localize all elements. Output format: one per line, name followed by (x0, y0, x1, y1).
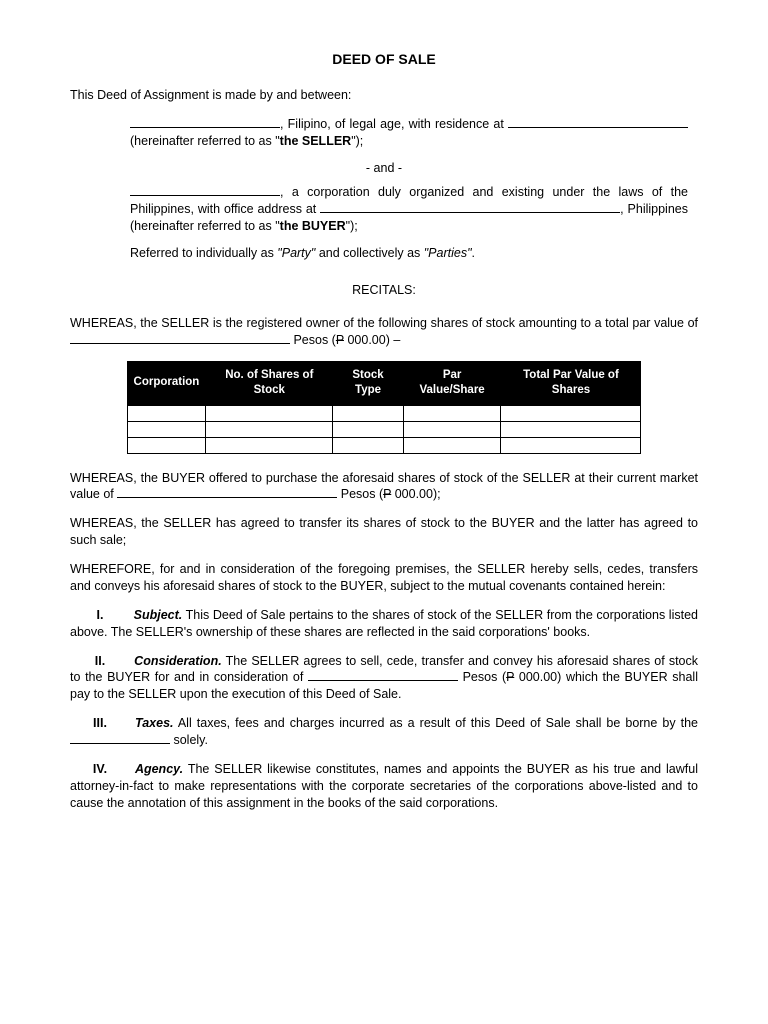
clause4-num: IV. (70, 761, 130, 778)
clause2-b: Pesos ( (458, 670, 506, 684)
whereas-1: WHEREAS, the SELLER is the registered ow… (70, 315, 698, 349)
th-stocktype: Stock Type (333, 361, 403, 405)
table-row (127, 405, 641, 421)
table-row (127, 421, 641, 437)
whereas-2: WHEREAS, the BUYER offered to purchase t… (70, 470, 698, 504)
clause3-a: All taxes, fees and charges incurred as … (174, 716, 699, 730)
referred-line: Referred to individually as "Party" and … (130, 245, 698, 262)
table-body (127, 405, 641, 453)
clause-subject: I. Subject. This Deed of Sale pertains t… (70, 607, 698, 641)
seller-name-blank (130, 127, 280, 128)
parties-italic: "Parties" (424, 246, 472, 260)
clause-agency: IV. Agency. The SELLER likewise constitu… (70, 761, 698, 812)
whereas1-amt: P 000.00 (336, 333, 386, 347)
th-shares: No. of Shares of Stock (206, 361, 333, 405)
referred-end: . (472, 246, 475, 260)
buyer-addr-blank (320, 212, 620, 213)
seller-addr-blank (508, 127, 688, 128)
recitals-heading: RECITALS: (70, 282, 698, 299)
whereas2-c: ); (433, 487, 441, 501)
referred-mid: and collectively as (315, 246, 423, 260)
clause3-blank (70, 743, 170, 744)
whereas1-b: Pesos ( (290, 333, 336, 347)
clause3-b: solely. (170, 733, 208, 747)
whereas2-amt: P 000.00 (383, 487, 433, 501)
whereas1-a: WHEREAS, the SELLER is the registered ow… (70, 316, 698, 330)
clause2-num: II. (70, 653, 130, 670)
clause-taxes: III. Taxes. All taxes, fees and charges … (70, 715, 698, 749)
seller-text-1: , Filipino, of legal age, with residence… (280, 117, 508, 131)
table-row (127, 437, 641, 453)
table-header-row: Corporation No. of Shares of Stock Stock… (127, 361, 641, 405)
whereas1-blank (70, 343, 290, 344)
and-separator: - and - (70, 160, 698, 177)
clause1-title: Subject. (134, 608, 183, 622)
whereas2-blank (117, 497, 337, 498)
buyer-name-blank (130, 195, 280, 196)
wherefore: WHEREFORE, for and in consideration of t… (70, 561, 698, 595)
stock-table: Corporation No. of Shares of Stock Stock… (127, 361, 642, 454)
document-title: DEED OF SALE (70, 50, 698, 69)
intro-line: This Deed of Assignment is made by and b… (70, 87, 698, 104)
clause2-title: Consideration. (134, 654, 222, 668)
whereas-3: WHEREAS, the SELLER has agreed to transf… (70, 515, 698, 549)
th-parvalue: Par Value/Share (403, 361, 501, 405)
whereas2-b: Pesos ( (337, 487, 383, 501)
party-italic: "Party" (277, 246, 315, 260)
clause-consideration: II. Consideration. The SELLER agrees to … (70, 653, 698, 704)
clause3-title: Taxes. (135, 716, 173, 730)
whereas1-c: ) – (386, 333, 401, 347)
buyer-bold: the BUYER (280, 219, 346, 233)
seller-close: "); (351, 134, 363, 148)
clause2-amt: P 000.00 (506, 670, 557, 684)
buyer-block: , a corporation duly organized and exist… (130, 184, 688, 235)
clause2-blank (308, 680, 458, 681)
seller-bold: the SELLER (280, 134, 352, 148)
clause4-title: Agency. (135, 762, 183, 776)
seller-text-2: (hereinafter referred to as " (130, 134, 280, 148)
referred-a: Referred to individually as (130, 246, 277, 260)
seller-block: , Filipino, of legal age, with residence… (130, 116, 688, 150)
th-total: Total Par Value of Shares (501, 361, 641, 405)
clause1-num: I. (70, 607, 130, 624)
buyer-close: "); (346, 219, 358, 233)
th-corporation: Corporation (127, 361, 206, 405)
clause3-num: III. (70, 715, 130, 732)
